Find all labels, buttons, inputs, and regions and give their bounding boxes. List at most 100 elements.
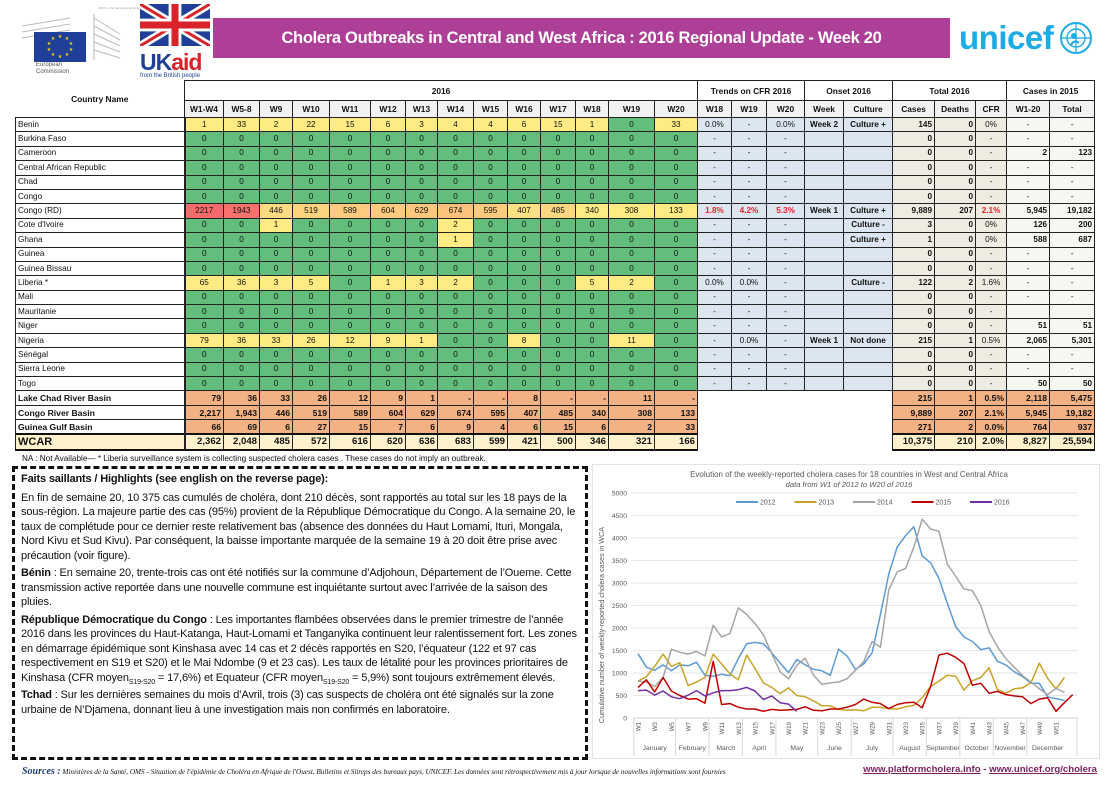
cfr-trend-cell: - <box>731 289 768 306</box>
weekly-cases-cell: 0 <box>653 332 699 349</box>
cases-2015-total-cell: - <box>1049 246 1096 262</box>
cases-2015-w1-20-cell: 2 <box>1006 145 1051 162</box>
week-header: W9 <box>259 100 293 118</box>
weekly-cases-cell: 0 <box>292 318 330 334</box>
weekly-cases-cell: 9 <box>370 390 406 406</box>
onset-week-cell <box>804 304 845 320</box>
culture-cell <box>843 131 894 147</box>
weekly-cases-cell: 0 <box>540 232 576 248</box>
weekly-cases-cell: 0 <box>259 145 293 162</box>
total-deaths-cell: 0 <box>934 174 977 190</box>
cfr-trend-cell: - <box>697 188 733 205</box>
weekly-cases-cell: 15 <box>540 116 576 133</box>
legend-2014-label: 2014 <box>877 500 893 507</box>
weekly-cases-cell: 0 <box>292 304 330 320</box>
weekly-cases-cell: 0 <box>223 318 260 334</box>
deaths-cell: 207 <box>934 404 977 421</box>
weekly-cases-cell: 674 <box>437 203 474 219</box>
week-header: W11 <box>329 100 371 118</box>
weekly-cases-cell: 340 <box>575 404 609 421</box>
cfr-trend-cell: - <box>697 217 733 234</box>
x-tick-label: W17 <box>769 721 776 734</box>
basin-row-name: Lake Chad River Basin <box>15 390 186 406</box>
weekly-cases-cell: 0 <box>184 217 224 234</box>
weekly-cases-cell: 26 <box>292 332 330 349</box>
platformcholera-link[interactable]: www.platformcholera.info <box>863 764 981 775</box>
weekly-cases-cell: 26 <box>292 390 330 406</box>
x-tick-label: W41 <box>970 721 977 734</box>
weekly-cases-cell: 0 <box>437 318 474 334</box>
weekly-cases-cell: 0 <box>653 174 699 190</box>
weekly-cases-cell: 407 <box>507 404 541 421</box>
weekly-cases-cell: 0 <box>437 332 474 349</box>
w1-20-cell: 8,827 <box>1006 433 1051 452</box>
weekly-cases-cell: 65 <box>184 275 224 291</box>
cfr-trend-cell: - <box>731 376 768 392</box>
unicef-wordmark: unicef <box>959 19 1054 56</box>
cfr-trend-cell: 0.0% <box>766 116 806 133</box>
weekly-cases-cell: 0 <box>540 246 576 262</box>
cfr-trend-cell: - <box>766 232 806 248</box>
chart-title: Evolution of the weekly-reported cholera… <box>690 470 1008 479</box>
weekly-cases-cell: 0 <box>608 304 655 320</box>
cfr-cell: 1.6% <box>975 275 1008 291</box>
sources-line: Sources : Ministères de la Santé, OMS - … <box>22 766 726 777</box>
total-cases-cell: 0 <box>892 145 936 162</box>
weekly-cases-cell: 0 <box>184 174 224 190</box>
x-tick-label: W35 <box>920 721 927 734</box>
country-row: Niger 0 0 0 0 0 0 0 0 0 0 0 0 0 0- - -0 0-51 51 <box>15 318 1096 334</box>
weekly-cases-cell: 0 <box>575 361 609 378</box>
trend-week-header: W18 <box>697 100 733 118</box>
weekly-cases-cell: 0 <box>653 361 699 378</box>
unicef-cholera-link[interactable]: www.unicef.org/cholera <box>989 764 1097 775</box>
cfr-cell: 2.0% <box>975 433 1008 452</box>
weekly-cases-cell: 0 <box>223 131 260 147</box>
series-2015-line <box>637 652 1074 713</box>
weekly-cases-cell: 12 <box>329 332 371 349</box>
weekly-cases-cell: 0 <box>184 246 224 262</box>
weekly-cases-cell: 6 <box>370 116 406 133</box>
svg-text:★: ★ <box>58 34 63 40</box>
week-header: W13 <box>405 100 438 118</box>
footer-links: www.platformcholera.info - www.unicef.or… <box>863 764 1097 775</box>
weekly-cases-cell: 0 <box>653 289 699 306</box>
weekly-cases-cell: 5 <box>292 275 330 291</box>
cfr-trend-cell: - <box>766 217 806 234</box>
x-tick-label: W37 <box>936 721 943 734</box>
weekly-cases-cell: 0 <box>653 188 699 205</box>
weekly-cases-cell: 0 <box>259 289 293 306</box>
weekly-cases-cell: 0 <box>608 376 655 392</box>
cases-2015-total-cell: - <box>1049 289 1096 306</box>
weekly-cases-cell: 0 <box>575 160 609 176</box>
x-tick-label: W51 <box>1054 721 1061 734</box>
x-tick-label: W7 <box>686 721 693 731</box>
weekly-cases-cell: 0 <box>507 188 541 205</box>
country-name: Mali <box>15 289 186 306</box>
weekly-cases-cell: 0 <box>329 131 371 147</box>
country-name: Sierra Leone <box>15 361 186 378</box>
total-deaths-cell: 0 <box>934 304 977 320</box>
total-2016-header: Total 2016 <box>892 80 1008 101</box>
weekly-cases-cell: - <box>653 390 699 406</box>
cfr-cell: - <box>975 188 1008 205</box>
x-tick-label: W39 <box>953 721 960 734</box>
y-tick-label: 500 <box>616 693 628 700</box>
weekly-cases-cell: 0 <box>370 304 406 320</box>
cases-2015-total-cell: 123 <box>1049 145 1096 162</box>
culture-cell: Culture + <box>843 203 894 219</box>
weekly-cases-cell: 485 <box>540 404 576 421</box>
trend-week-header: W20 <box>766 100 806 118</box>
deaths-cell: 210 <box>934 433 977 452</box>
x-tick-label: W19 <box>786 721 793 734</box>
rdc-text: = 5,9%) sont toujours extrêmement élevés… <box>349 671 556 684</box>
weekly-cases-cell: 0 <box>575 174 609 190</box>
weekly-cases-cell: 572 <box>292 433 330 452</box>
cases-2015-total-cell: - <box>1049 116 1096 133</box>
weekly-cases-cell: 604 <box>370 203 406 219</box>
x-tick-label: W3 <box>652 721 659 731</box>
y-tick-label: 4000 <box>612 536 627 543</box>
weekly-cases-cell: 0 <box>329 318 371 334</box>
legend-2016-label: 2016 <box>994 500 1010 507</box>
cfr-trend-cell: - <box>697 289 733 306</box>
cases-cell: 215 <box>892 390 936 406</box>
